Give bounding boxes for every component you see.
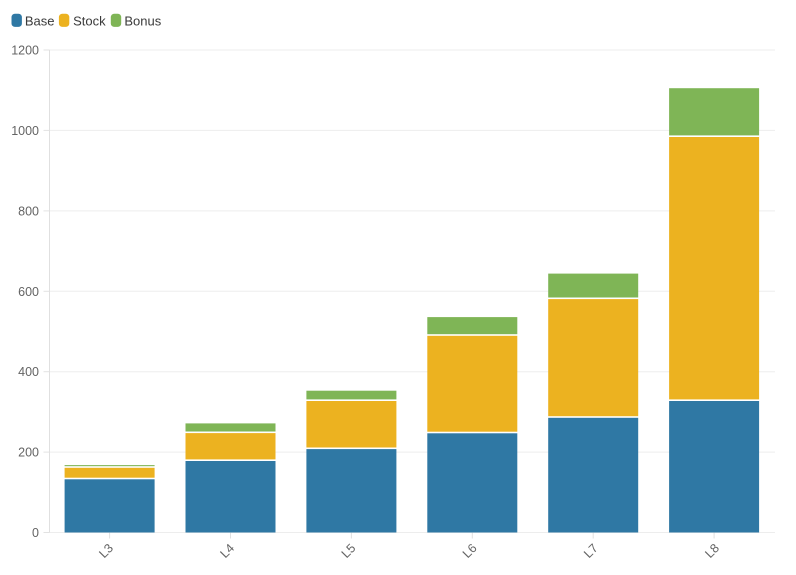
svg-text:400: 400 bbox=[18, 365, 39, 379]
svg-text:Base: Base bbox=[25, 14, 55, 29]
svg-text:200: 200 bbox=[18, 446, 39, 460]
svg-text:Bonus: Bonus bbox=[124, 14, 161, 29]
svg-text:600: 600 bbox=[18, 285, 39, 299]
svg-text:0: 0 bbox=[32, 526, 39, 540]
svg-text:1200: 1200 bbox=[11, 44, 39, 58]
svg-text:800: 800 bbox=[18, 204, 39, 218]
svg-text:Stock: Stock bbox=[73, 14, 106, 29]
svg-text:1000: 1000 bbox=[11, 124, 39, 138]
